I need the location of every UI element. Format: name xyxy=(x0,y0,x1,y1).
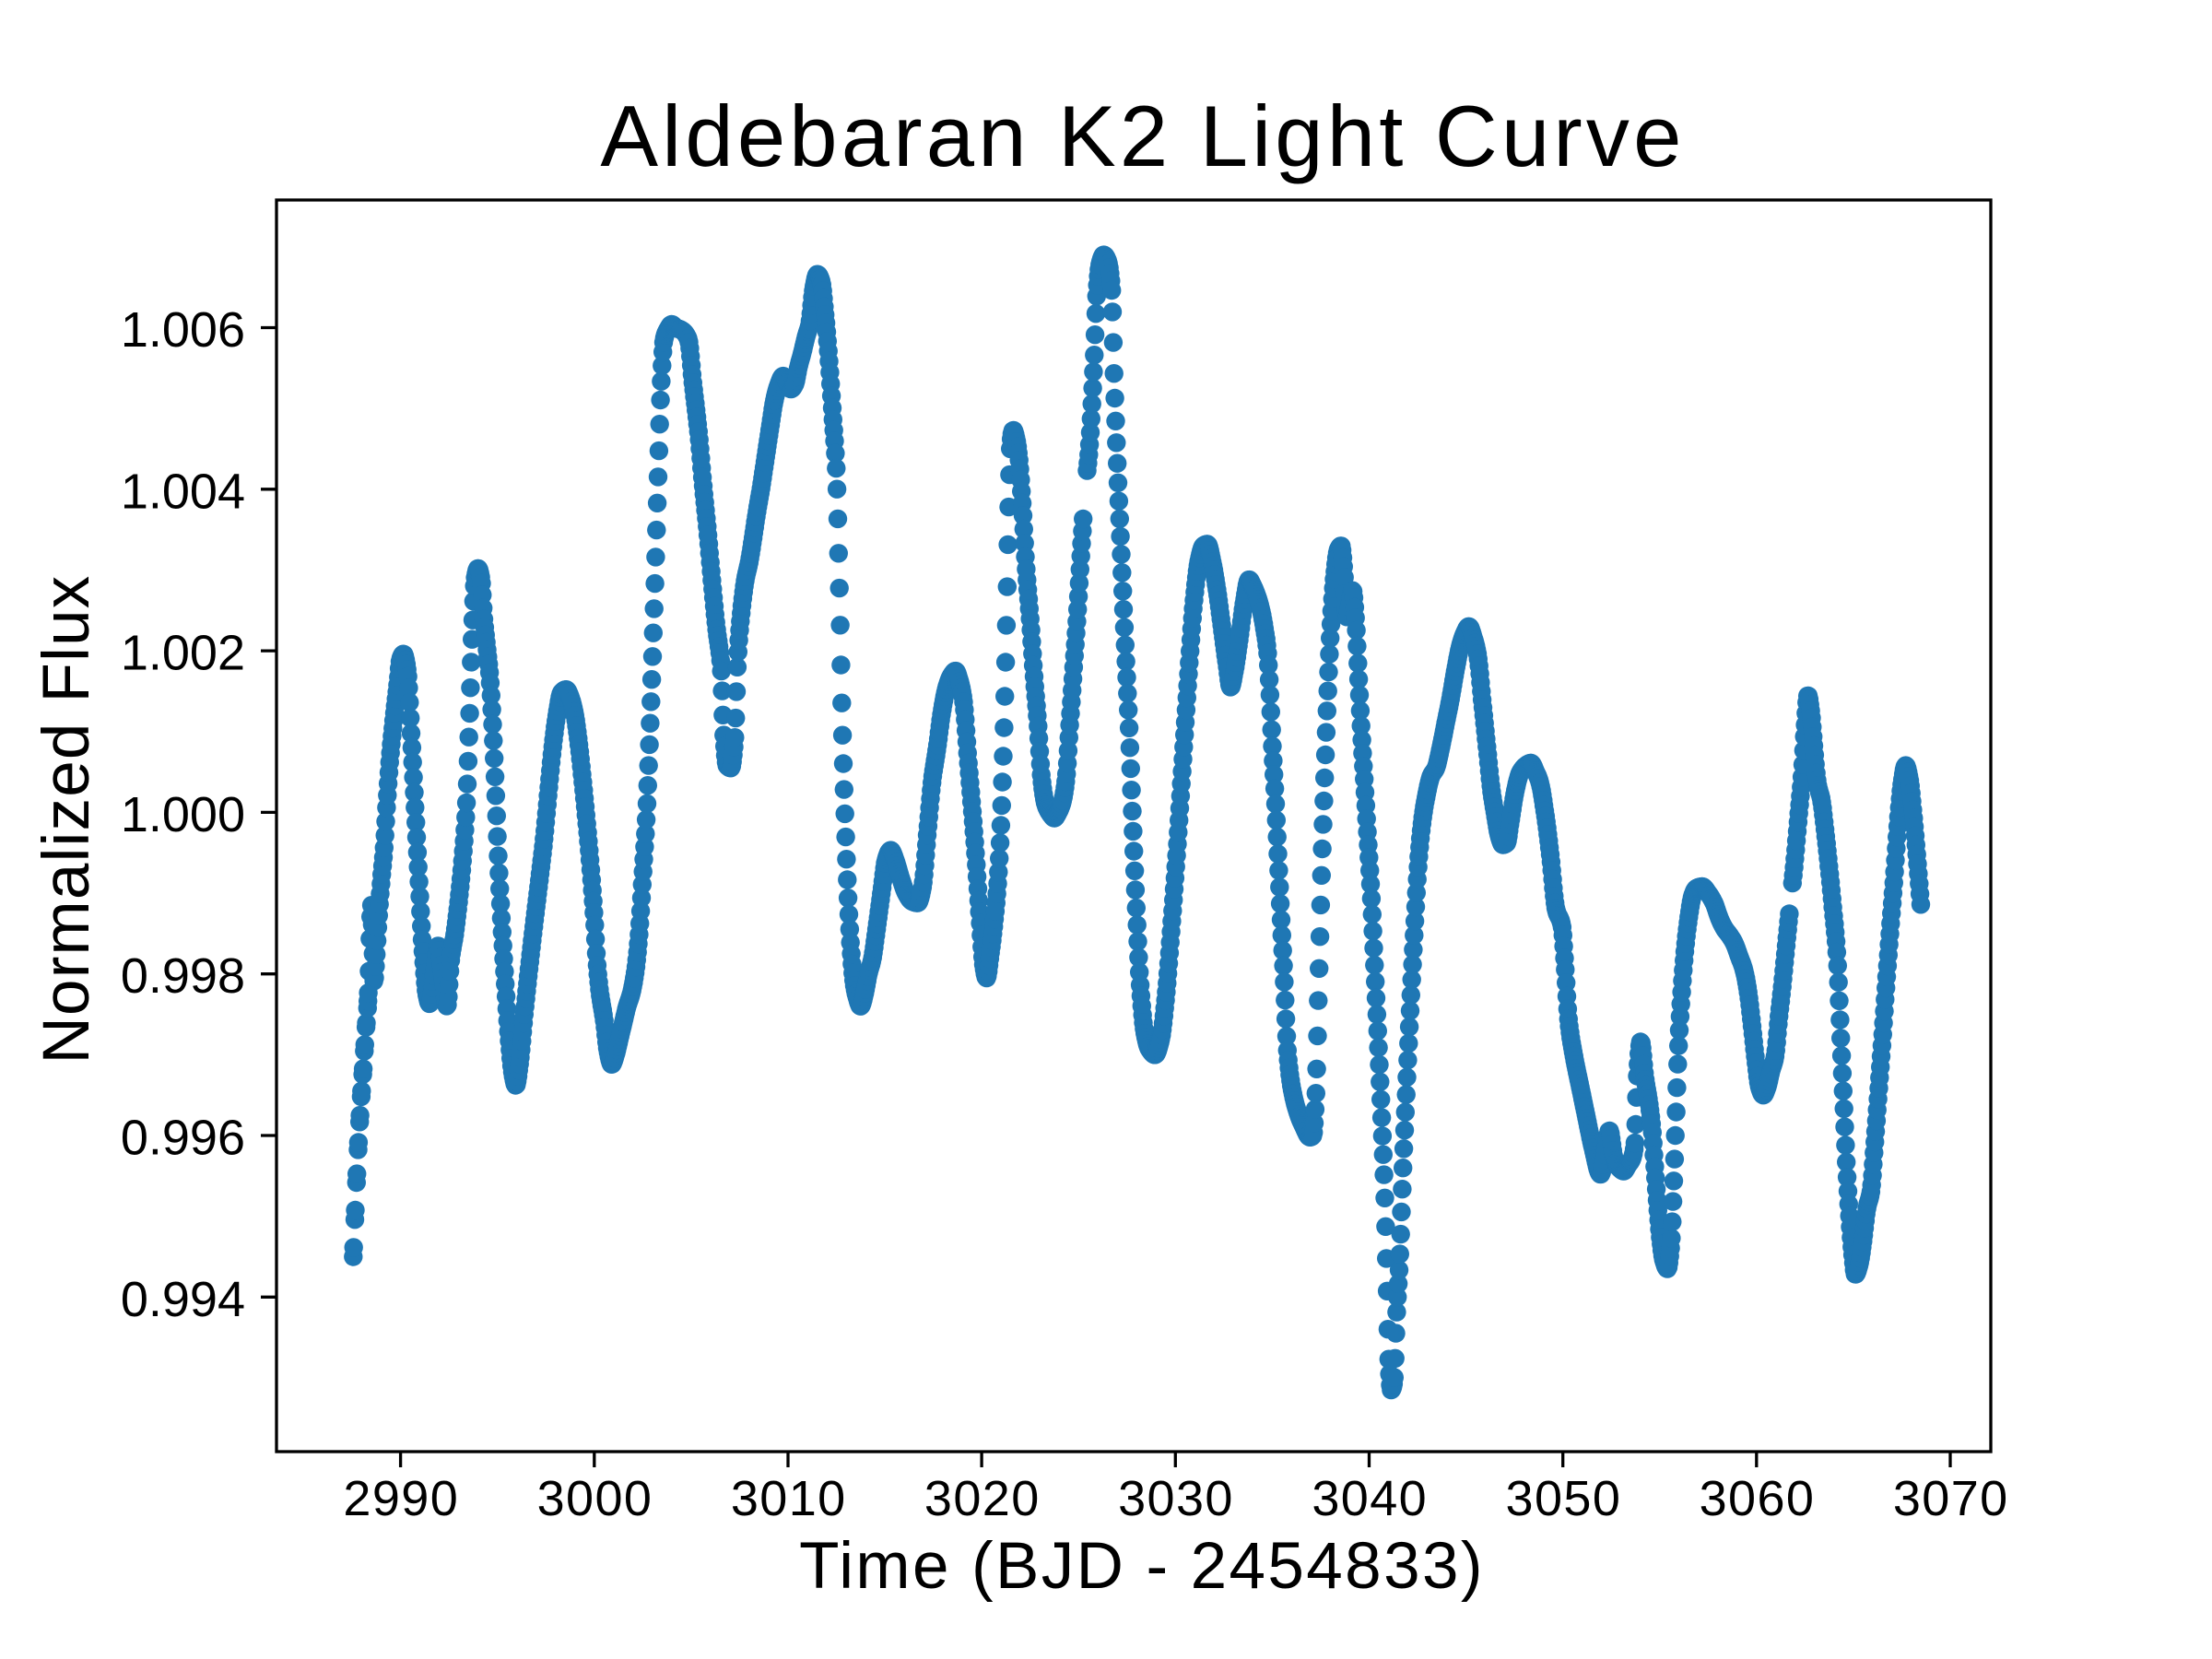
svg-text:3070: 3070 xyxy=(1893,1471,2009,1526)
svg-text:3040: 3040 xyxy=(1312,1471,1428,1526)
svg-text:3060: 3060 xyxy=(1700,1471,1816,1526)
svg-text:1.002: 1.002 xyxy=(121,626,245,681)
svg-text:0.994: 0.994 xyxy=(121,1272,245,1327)
svg-text:1.000: 1.000 xyxy=(121,787,245,842)
svg-text:Aldebaran K2 Light Curve: Aldebaran K2 Light Curve xyxy=(600,88,1685,184)
svg-text:3000: 3000 xyxy=(537,1471,653,1526)
svg-text:3050: 3050 xyxy=(1506,1471,1622,1526)
svg-text:1.004: 1.004 xyxy=(121,464,245,519)
svg-text:2990: 2990 xyxy=(343,1471,459,1526)
svg-text:Normalized Flux: Normalized Flux xyxy=(30,575,103,1065)
svg-text:Time (BJD - 2454833): Time (BJD - 2454833) xyxy=(799,1530,1485,1603)
svg-text:3030: 3030 xyxy=(1118,1471,1234,1526)
svg-text:3020: 3020 xyxy=(924,1471,1041,1526)
svg-text:0.998: 0.998 xyxy=(121,948,245,1004)
svg-text:1.006: 1.006 xyxy=(121,302,245,358)
svg-text:0.996: 0.996 xyxy=(121,1111,245,1166)
svg-text:3010: 3010 xyxy=(731,1471,847,1526)
